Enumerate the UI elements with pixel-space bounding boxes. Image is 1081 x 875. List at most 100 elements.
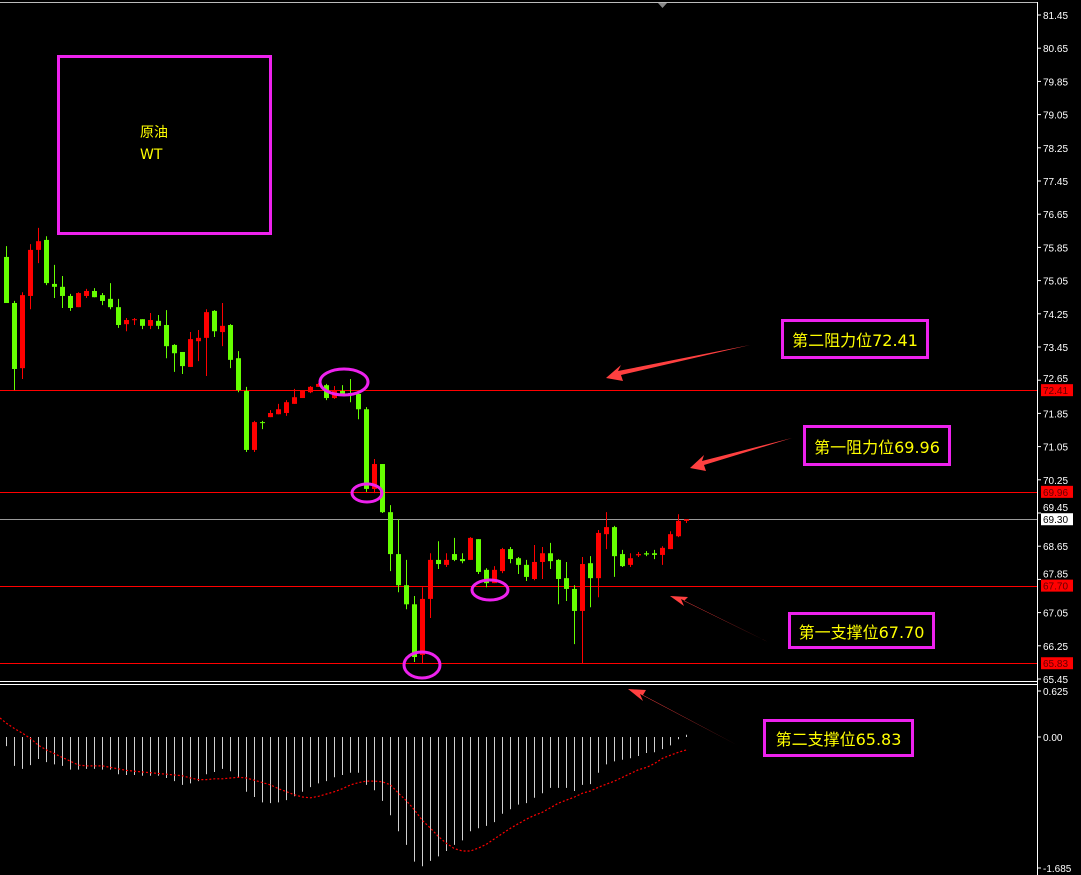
candle-up (84, 288, 89, 299)
price-tick-label: 76.65 (1043, 210, 1068, 221)
candle-up (540, 547, 545, 579)
candle-up (188, 332, 193, 367)
candle-body (500, 549, 505, 572)
annotation-support-1[interactable]: 第一支撑位67.70 (788, 612, 935, 649)
candle-up (132, 317, 137, 326)
price-tick-label: 81.45 (1043, 11, 1068, 22)
price-tick-label: 72.65 (1043, 374, 1068, 385)
candle-down (412, 596, 417, 662)
instrument-code: WT (140, 147, 163, 163)
candle-body (596, 532, 601, 579)
candle-down (556, 559, 561, 605)
candle-up (300, 390, 305, 399)
candle-body (28, 249, 33, 296)
instrument-label-box[interactable]: 原油 WT (57, 55, 272, 235)
candle-up (284, 400, 289, 416)
price-tag (1041, 579, 1073, 592)
candle-body (676, 520, 681, 537)
candle-up (204, 309, 209, 377)
candle-body (444, 559, 449, 565)
highlight-circle (470, 578, 510, 602)
candle-up (196, 329, 201, 362)
candle-body (476, 539, 481, 572)
annotation-label: 第一阻力位69.96 (814, 437, 940, 457)
candle-body (412, 604, 417, 658)
annotation-label: 第二支撑位65.83 (775, 730, 902, 749)
candle-body (204, 312, 209, 338)
candle-body (116, 307, 121, 326)
candle-down (460, 553, 465, 564)
candle-body (156, 320, 161, 326)
candle-up (292, 388, 297, 404)
candle-body (196, 337, 201, 342)
price-tag (1041, 384, 1073, 397)
candle-down (476, 539, 481, 575)
candle-up (628, 553, 633, 567)
candle-up (668, 531, 673, 550)
price-tag (1041, 485, 1073, 498)
annotation-resistance-1[interactable]: 第一阻力位69.96 (803, 425, 951, 466)
price-tick-label: 73.45 (1043, 343, 1068, 354)
candle-up (444, 553, 449, 567)
candle-body (628, 558, 633, 565)
price-tick-label: 79.85 (1043, 77, 1068, 88)
price-tag-label: 67.70 (1043, 582, 1068, 593)
candle-up (252, 420, 257, 452)
candle-body (340, 390, 345, 394)
candle-body (564, 578, 569, 589)
candle-down (508, 547, 513, 564)
candle-body (52, 283, 57, 287)
candle-body (388, 512, 393, 555)
candle-down (44, 236, 49, 286)
candle-body (4, 256, 9, 304)
candle-body (452, 554, 457, 560)
candle-body (356, 393, 361, 410)
candle-down (612, 525, 617, 577)
candle-body (484, 569, 489, 584)
candle-body (428, 559, 433, 599)
candle-down (12, 300, 17, 391)
candle-body (172, 344, 177, 354)
candle-body (220, 325, 225, 333)
price-tick-label: 80.65 (1043, 44, 1068, 55)
candle-body (212, 310, 217, 332)
price-axis[interactable]: 81.45 80.65 79.85 79.05 78.25 77.45 76.65 75.85… (1037, 11, 1068, 686)
candle-up (276, 403, 281, 415)
candle-down (404, 559, 409, 610)
candle-body (100, 295, 105, 301)
candle-up (428, 553, 433, 618)
candle-down (116, 298, 121, 328)
candle-up (148, 312, 153, 330)
candle-down (60, 276, 65, 308)
candle-body (460, 559, 465, 562)
candle-down (380, 464, 385, 513)
candle-body (60, 286, 65, 296)
candle-body (396, 554, 401, 586)
candle-down (100, 293, 105, 306)
price-tick-label: 70.25 (1043, 476, 1068, 487)
candle-body (548, 553, 553, 562)
price-tag-label: 69.30 (1043, 515, 1068, 526)
candle-down (516, 556, 521, 575)
candle-body (228, 325, 233, 360)
annotation-support-2[interactable]: 第二支撑位65.83 (763, 719, 914, 757)
candle-down (156, 315, 161, 330)
candle-down (588, 556, 593, 608)
candle-up (604, 512, 609, 550)
arrow-icon (670, 596, 768, 642)
candle-body (188, 339, 193, 367)
candle-body (468, 537, 473, 560)
candle-body (140, 319, 145, 326)
chart-shift-marker-icon[interactable] (658, 3, 667, 8)
annotation-resistance-2[interactable]: 第二阻力位72.41 (781, 319, 929, 359)
candle-body (404, 585, 409, 605)
price-tick-label: 67.85 (1043, 570, 1068, 581)
candle-body (68, 295, 73, 308)
price-tick-label: 74.25 (1043, 310, 1068, 321)
candle-up (468, 537, 473, 560)
candle-up (20, 292, 25, 379)
candle-down (236, 351, 241, 393)
candle-body (76, 293, 81, 308)
candle-down (228, 324, 233, 369)
